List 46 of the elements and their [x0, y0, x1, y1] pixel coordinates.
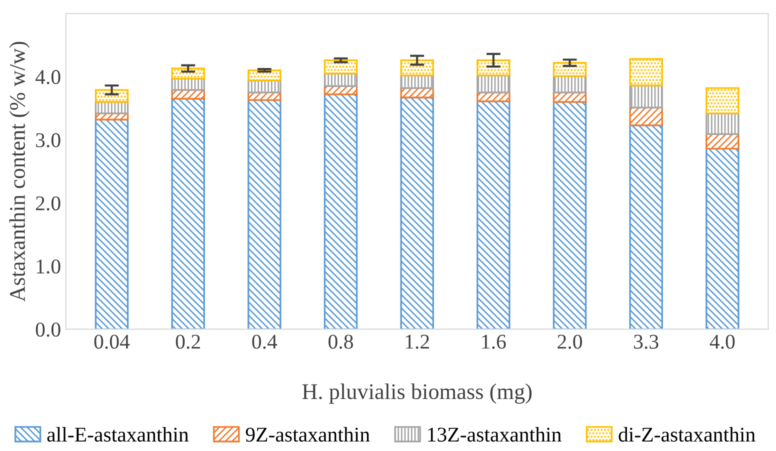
- bar: [629, 84, 663, 108]
- bar: [476, 100, 510, 330]
- bar: [629, 58, 663, 86]
- x-tick-label: 2.0: [558, 334, 582, 349]
- bar: [171, 78, 205, 91]
- y-tick-label: 0.0: [36, 322, 60, 337]
- bar: [706, 148, 740, 330]
- bar: [552, 75, 587, 94]
- bar: [476, 74, 510, 94]
- bar: [171, 98, 205, 330]
- x-tick-label: 0.2: [176, 334, 200, 349]
- bar: [706, 133, 740, 150]
- x-tick-label: 4.0: [710, 334, 735, 349]
- y-tick-label: 1.0: [36, 259, 60, 274]
- bar: [94, 118, 129, 330]
- bar: [248, 99, 282, 330]
- x-axis-title: H. pluvialis biomass (mg): [302, 384, 532, 404]
- bar: [324, 59, 358, 74]
- x-tick-label: 1.2: [406, 334, 429, 349]
- y-tick-label: 3.0: [36, 133, 60, 148]
- y-tick-label: 2.0: [36, 196, 60, 210]
- x-tick-label: 3.3: [634, 334, 658, 349]
- legend-label: 13Z-astaxanthin: [428, 427, 562, 442]
- bar: [552, 62, 587, 77]
- bar: [324, 94, 358, 330]
- bar: [94, 89, 129, 103]
- bar: [706, 87, 740, 114]
- x-tick-label: 1.6: [482, 334, 506, 349]
- y-tick-label: 4.0: [35, 70, 60, 84]
- bar: [400, 96, 434, 330]
- y-axis-title: Astaxanthin content (% w/w): [9, 42, 30, 302]
- bar: [629, 124, 663, 330]
- legend-label: 9Z-astaxanthin: [246, 427, 370, 442]
- bar: [476, 59, 510, 76]
- bar: [706, 112, 740, 135]
- bar: [400, 74, 434, 89]
- bar: [552, 101, 587, 330]
- x-tick-label: 0.8: [328, 334, 353, 349]
- bar: [248, 70, 282, 82]
- legend-label: di-Z-astaxanthin: [618, 427, 756, 442]
- bar: [171, 68, 205, 80]
- x-tick-label: 0.4: [252, 334, 278, 349]
- x-tick-label: 0.04: [94, 334, 130, 349]
- bar: [400, 59, 434, 76]
- bar: [629, 106, 663, 126]
- legend-label: all-E-astaxanthin: [47, 427, 189, 442]
